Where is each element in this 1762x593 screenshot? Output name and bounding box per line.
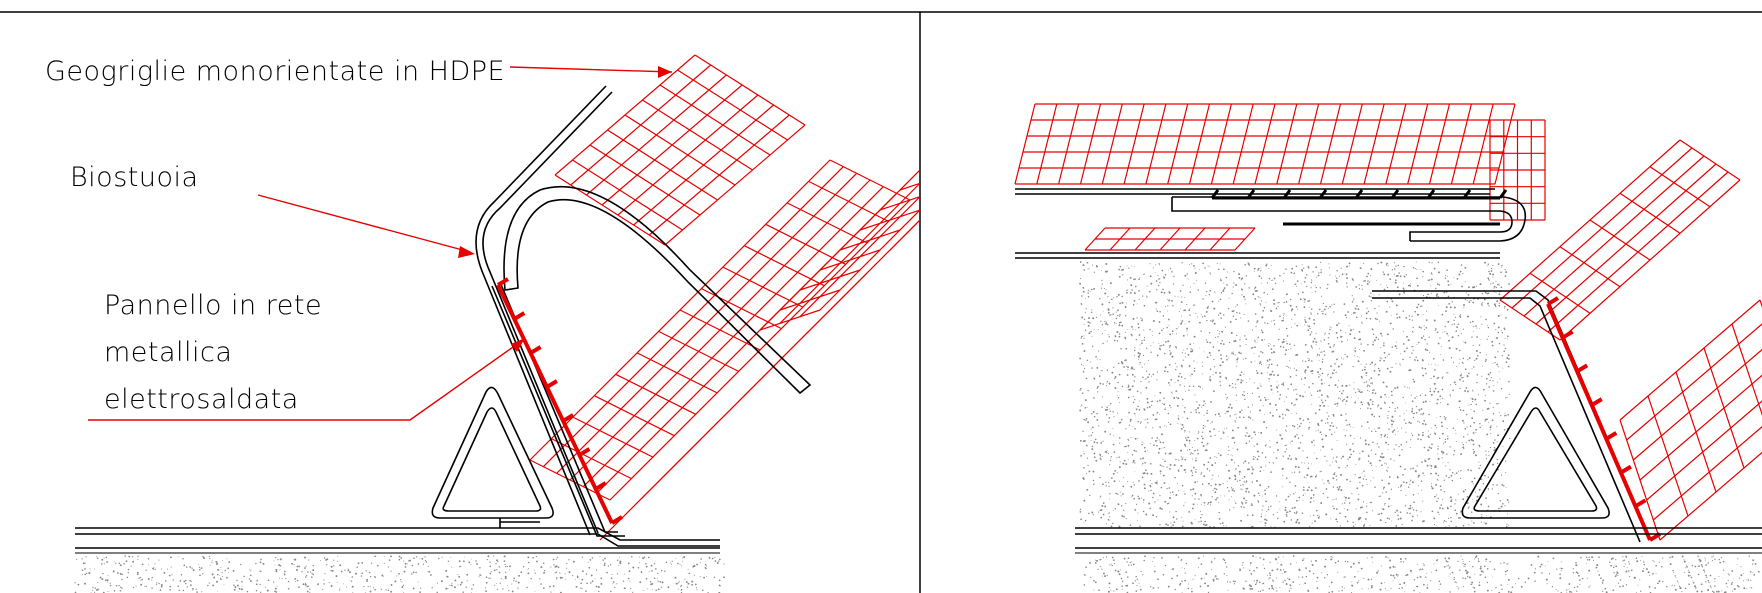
triangle-brace xyxy=(431,386,554,528)
ground-line xyxy=(75,547,720,554)
geogrid-lower-sheet xyxy=(529,159,919,541)
ground-soil-texture xyxy=(74,555,725,593)
base-layer xyxy=(75,527,720,547)
geogrid-top-sheet xyxy=(1014,103,1546,251)
triangle-brace-right xyxy=(1461,386,1610,519)
biostuoia-mat xyxy=(475,85,613,536)
geogrid-right-stub xyxy=(759,170,919,331)
ground-line-right xyxy=(1075,527,1762,554)
label-pannello-line1: Pannello in rete xyxy=(104,290,322,321)
left-section-drawing: Geogriglie monorientate in HDPE Biostuoi… xyxy=(45,54,919,593)
right-section-drawing xyxy=(1014,103,1762,593)
label-pannello-line2: metallica xyxy=(104,337,232,368)
wrap-detail xyxy=(1171,189,1527,242)
fill-soil-texture xyxy=(1079,261,1511,528)
steel-mesh-panel xyxy=(491,277,625,537)
upper-layer xyxy=(1015,188,1500,259)
drawing-frame xyxy=(0,11,1762,593)
label-biostuoia: Biostuoia xyxy=(70,162,199,193)
steel-mesh-panel-right xyxy=(1372,290,1662,543)
label-pannello-line3: elettrosaldata xyxy=(104,384,299,415)
label-geogriglie: Geogriglie monorientate in HDPE xyxy=(45,56,505,87)
geogrid-right-stubs xyxy=(1499,139,1762,541)
geogrid-upper-roll xyxy=(554,54,806,246)
ground-soil-texture-right xyxy=(1083,555,1760,593)
geogrid-wrap-envelope xyxy=(503,185,812,395)
leader-lines xyxy=(88,66,673,421)
